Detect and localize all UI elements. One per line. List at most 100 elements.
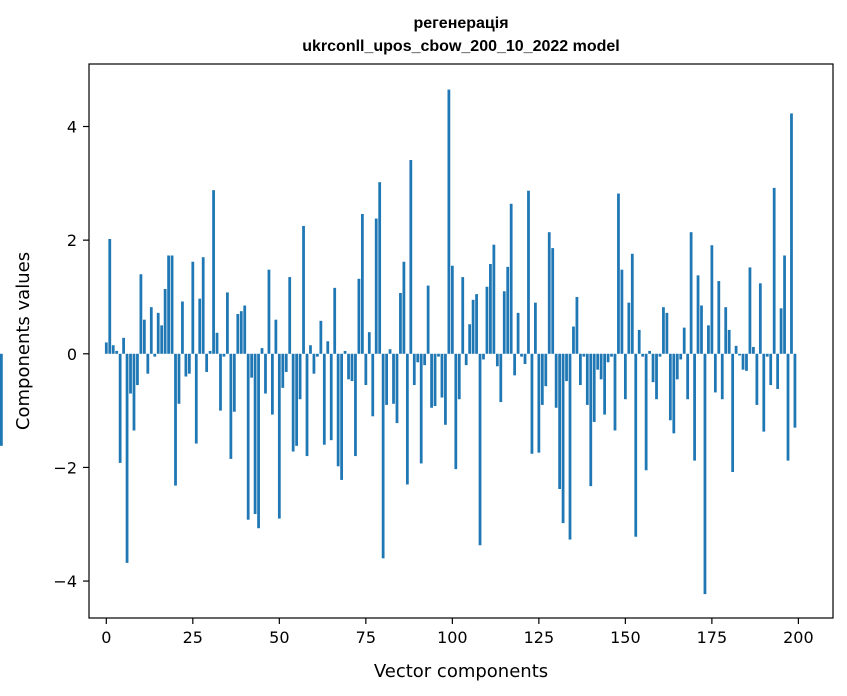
bar — [450, 265, 454, 354]
bar — [243, 305, 247, 354]
bar — [163, 289, 167, 354]
bar — [499, 353, 503, 403]
bar — [122, 337, 125, 354]
bar — [298, 353, 302, 400]
bar — [544, 353, 548, 387]
bar — [651, 353, 655, 383]
bar — [509, 203, 513, 354]
bar — [333, 287, 337, 354]
bar — [336, 353, 340, 467]
bar — [707, 325, 710, 354]
bar — [561, 353, 565, 524]
bar — [762, 353, 766, 432]
bar — [492, 244, 496, 354]
bar — [634, 353, 638, 537]
x-tick-label: 0 — [101, 628, 111, 647]
bar — [433, 353, 437, 407]
bar — [758, 283, 762, 354]
bar — [579, 353, 582, 386]
bar — [381, 353, 385, 559]
chart-title: регенерація — [413, 15, 508, 32]
bar — [208, 350, 212, 354]
x-tick-label: 175 — [697, 628, 728, 647]
x-ticks-group: 0 25 50 75 100 125 150 175 200 — [101, 618, 814, 647]
bar — [412, 353, 416, 386]
bar — [260, 348, 264, 354]
bar — [665, 312, 669, 354]
bar — [554, 353, 558, 408]
bar — [302, 225, 305, 354]
bar — [201, 257, 205, 354]
bar — [142, 319, 146, 354]
bar — [734, 345, 738, 354]
bar — [149, 307, 153, 354]
bar — [748, 267, 752, 354]
bar — [423, 353, 427, 366]
bar — [617, 193, 620, 354]
bar — [125, 353, 129, 563]
y-tick-label: 4 — [67, 118, 77, 137]
bar — [565, 353, 568, 382]
bar — [402, 261, 406, 354]
bar — [592, 353, 596, 422]
bar — [627, 302, 631, 354]
bar — [720, 353, 724, 400]
bar — [648, 350, 651, 354]
bar — [769, 353, 773, 386]
bar — [568, 353, 572, 540]
bar — [360, 214, 364, 354]
bar — [136, 353, 139, 386]
bar — [485, 286, 489, 354]
bar — [703, 353, 707, 595]
bar — [620, 269, 624, 354]
bar — [461, 277, 465, 354]
bar — [765, 353, 769, 357]
bar — [0, 353, 3, 446]
bar — [662, 307, 665, 354]
bar — [489, 264, 492, 354]
y-tick-label: 2 — [67, 231, 77, 250]
bar — [623, 353, 627, 400]
bar — [399, 292, 402, 354]
bar — [693, 353, 696, 461]
bar — [350, 353, 354, 382]
bar — [738, 353, 741, 356]
bar — [582, 353, 586, 357]
bar — [630, 253, 634, 354]
bar — [478, 353, 482, 546]
bar — [558, 353, 562, 490]
bar — [405, 353, 409, 485]
bar — [416, 353, 420, 363]
bar — [357, 278, 361, 354]
bar — [316, 353, 319, 357]
bar — [779, 308, 783, 354]
bar — [284, 353, 288, 372]
bar — [783, 255, 786, 354]
bar — [551, 248, 555, 354]
bar — [319, 320, 323, 354]
bar — [495, 353, 499, 367]
bar — [253, 353, 257, 515]
bar — [613, 353, 617, 431]
bar — [658, 353, 662, 357]
bar — [277, 353, 281, 519]
bar — [160, 325, 164, 354]
bar — [457, 353, 461, 400]
bar — [226, 292, 229, 354]
bar — [250, 353, 254, 378]
bar — [668, 353, 672, 421]
bar — [264, 353, 267, 394]
bar — [686, 353, 690, 400]
bar — [194, 353, 198, 444]
bar — [540, 353, 544, 405]
bar — [395, 353, 399, 424]
bar — [236, 314, 240, 354]
x-axis-label: Vector components — [374, 661, 548, 682]
bar — [167, 255, 170, 354]
bar — [724, 307, 728, 354]
x-tick-label: 125 — [524, 628, 555, 647]
bar — [727, 329, 731, 354]
bar — [409, 160, 413, 354]
bar — [537, 353, 541, 453]
